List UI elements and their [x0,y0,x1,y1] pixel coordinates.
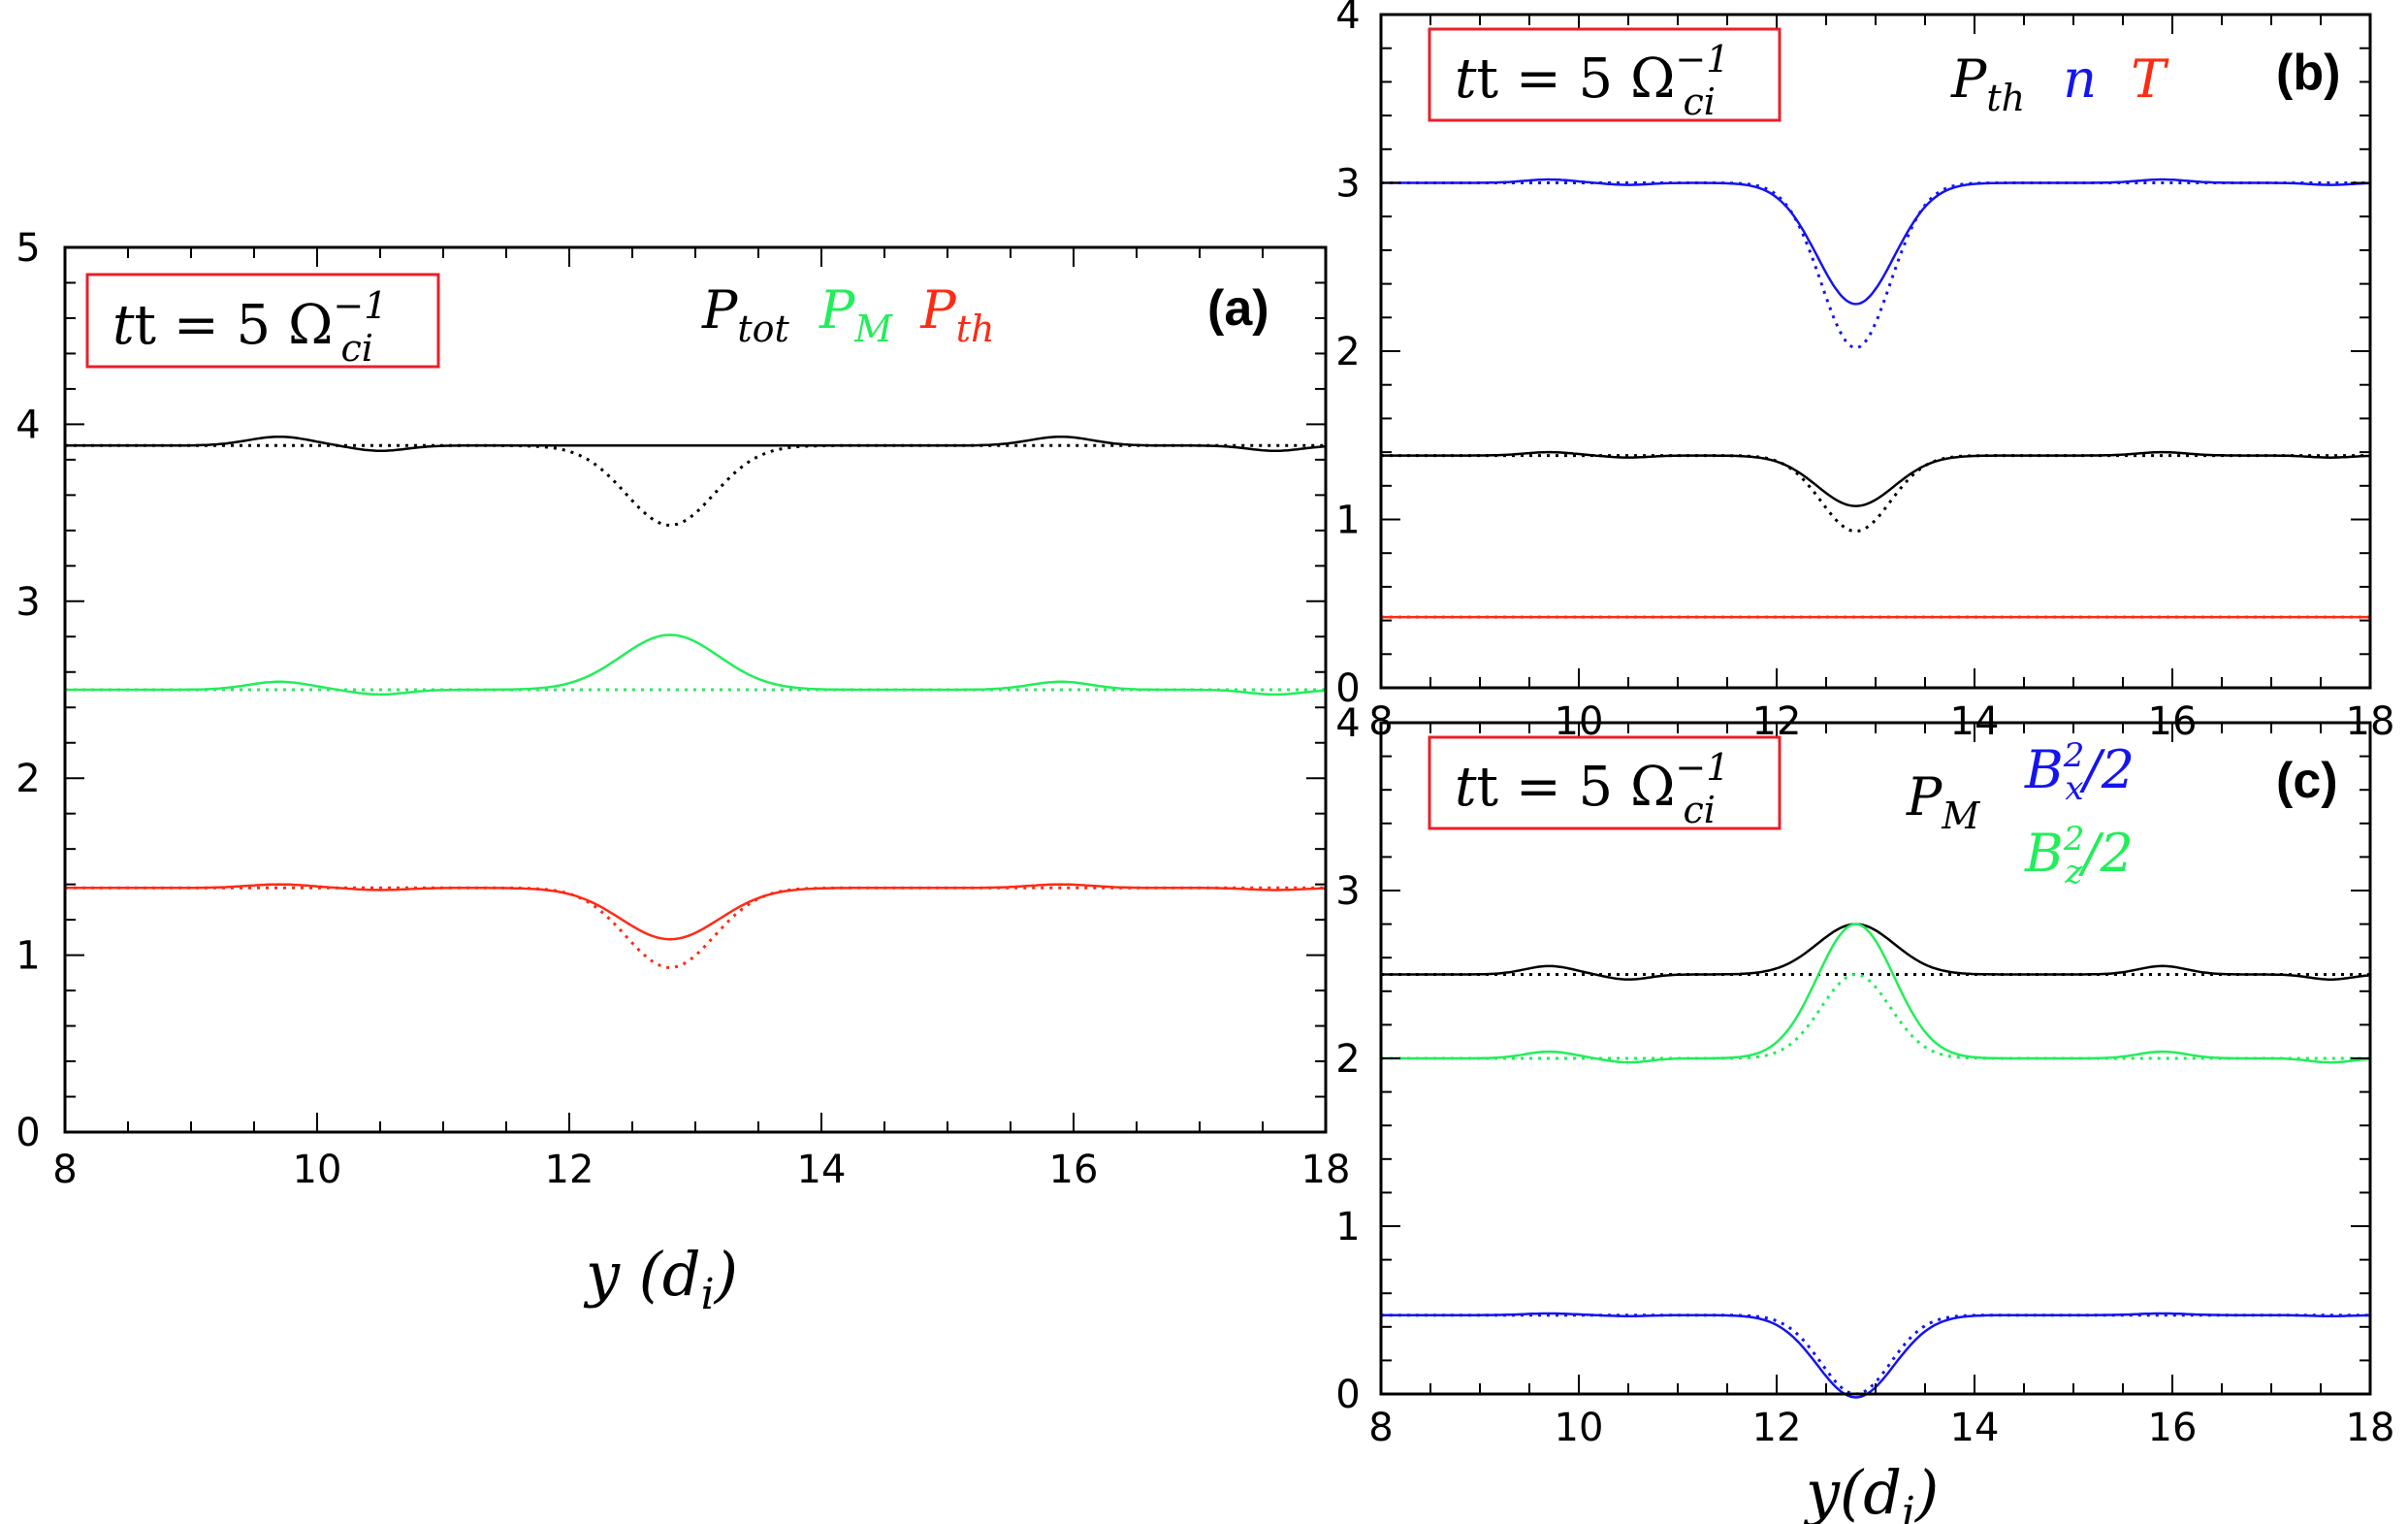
series-dotted-P_th [1381,454,2370,534]
panel-b-tag: (b) [2276,45,2340,101]
panel-a-time-box [85,273,440,369]
series-dotted-Bx^2/2 [1381,1313,2370,1396]
y-tick-label: 1 [16,934,40,979]
series-solid-n [1381,178,2370,306]
y-tick-label: 1 [1335,1205,1360,1249]
panel-c-legend-pm: PM [1906,766,1980,837]
y-tick-label: 3 [16,580,40,625]
panel-a-tag: (a) [1207,280,1269,337]
panel-c-time-label: tt = 5 Ω−1 ci [1455,746,1729,831]
panel-c-time-box [1428,735,1782,830]
x-tick-label: 18 [1301,1148,1351,1192]
y-tick-label: 1 [1335,499,1360,543]
series-solid-Bz^2/2 [1381,923,2371,1064]
series-solid-P_M [1381,923,2371,981]
series-dotted-P_tot [65,443,1326,527]
y-tick-label: 4 [1335,701,1360,746]
y-tick-label: 2 [16,757,40,801]
panel-b-series [1381,178,2371,619]
panel-a-xlabel: y (di) [583,1239,738,1319]
panel-a-series [65,435,1327,969]
panel-a-time-label: tt = 5 Ω−1 ci [112,284,387,370]
panel-b-time-box [1428,27,1782,122]
panel-a-legend: Ptot PM Pth [701,279,994,354]
y-tick-label: 3 [1335,162,1360,207]
panel-b-legend: Pth n T [1950,49,2169,123]
series-solid-P_th [1381,450,2371,507]
x-tick-label: 12 [545,1148,594,1192]
series-solid-P_th [65,883,1326,941]
y-tick-label: 4 [1335,0,1360,38]
y-tick-label: 2 [1335,330,1360,374]
x-tick-label: 8 [1368,1406,1393,1450]
panel-c-series [1381,923,2371,1399]
y-tick-label: 4 [16,403,40,447]
x-tick-label: 10 [293,1148,342,1192]
series-dotted-n [1381,181,2370,350]
series-dotted-P_th [65,886,1326,969]
panel-b-time-label: tt = 5 Ω−1 ci [1455,38,1729,123]
y-tick-label: 3 [1335,869,1360,914]
panel-c-legend-bx: B2 x/2 [2024,736,2135,808]
panel-c-tag: (c) [2276,753,2338,809]
y-tick-label: 0 [1335,666,1360,711]
series-solid-P_M [65,633,1327,697]
x-tick-label: 14 [1950,1406,2000,1450]
y-tick-label: 0 [16,1111,40,1155]
x-tick-label: 8 [52,1148,77,1192]
x-tick-label: 14 [797,1148,847,1192]
series-dotted-Bz^2/2 [1381,972,2370,1060]
x-tick-label: 12 [1752,1406,1802,1450]
x-tick-label: 10 [1555,1406,1604,1450]
y-tick-label: 0 [1335,1373,1360,1417]
series-solid-P_tot [65,435,1327,453]
y-tick-label: 2 [1335,1037,1360,1082]
y-tick-label: 5 [16,226,40,271]
panel-c-xlabel: y(di) [1803,1457,1939,1524]
x-tick-label: 16 [1049,1148,1099,1192]
x-tick-label: 18 [2346,1406,2395,1450]
panel-c-legend-bz: B2 z/2 [2024,820,2134,892]
x-tick-label: 16 [2148,1406,2198,1450]
